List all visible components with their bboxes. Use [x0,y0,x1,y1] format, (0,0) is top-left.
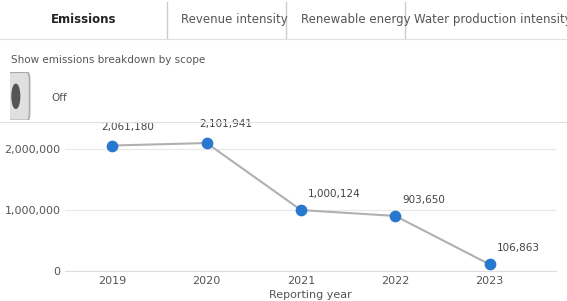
Point [108,143,117,148]
Text: Renewable energy: Renewable energy [301,13,410,26]
Text: 903,650: 903,650 [402,195,445,205]
Text: Emissions: Emissions [51,13,117,26]
Point [202,141,211,145]
Text: Revenue intensity: Revenue intensity [181,13,288,26]
Text: Show emissions breakdown by scope: Show emissions breakdown by scope [11,55,206,65]
Text: 106,863: 106,863 [497,243,540,253]
Text: 2,061,180: 2,061,180 [101,122,154,132]
Point [297,208,306,213]
Text: 1,000,124: 1,000,124 [308,189,361,199]
Text: Water production intensity: Water production intensity [414,13,567,26]
Point [391,213,400,218]
X-axis label: Reporting year: Reporting year [269,290,352,300]
Text: Off: Off [51,93,67,103]
FancyBboxPatch shape [8,72,29,120]
Text: 2,101,941: 2,101,941 [200,119,253,129]
Circle shape [12,84,20,108]
Point [485,262,494,267]
